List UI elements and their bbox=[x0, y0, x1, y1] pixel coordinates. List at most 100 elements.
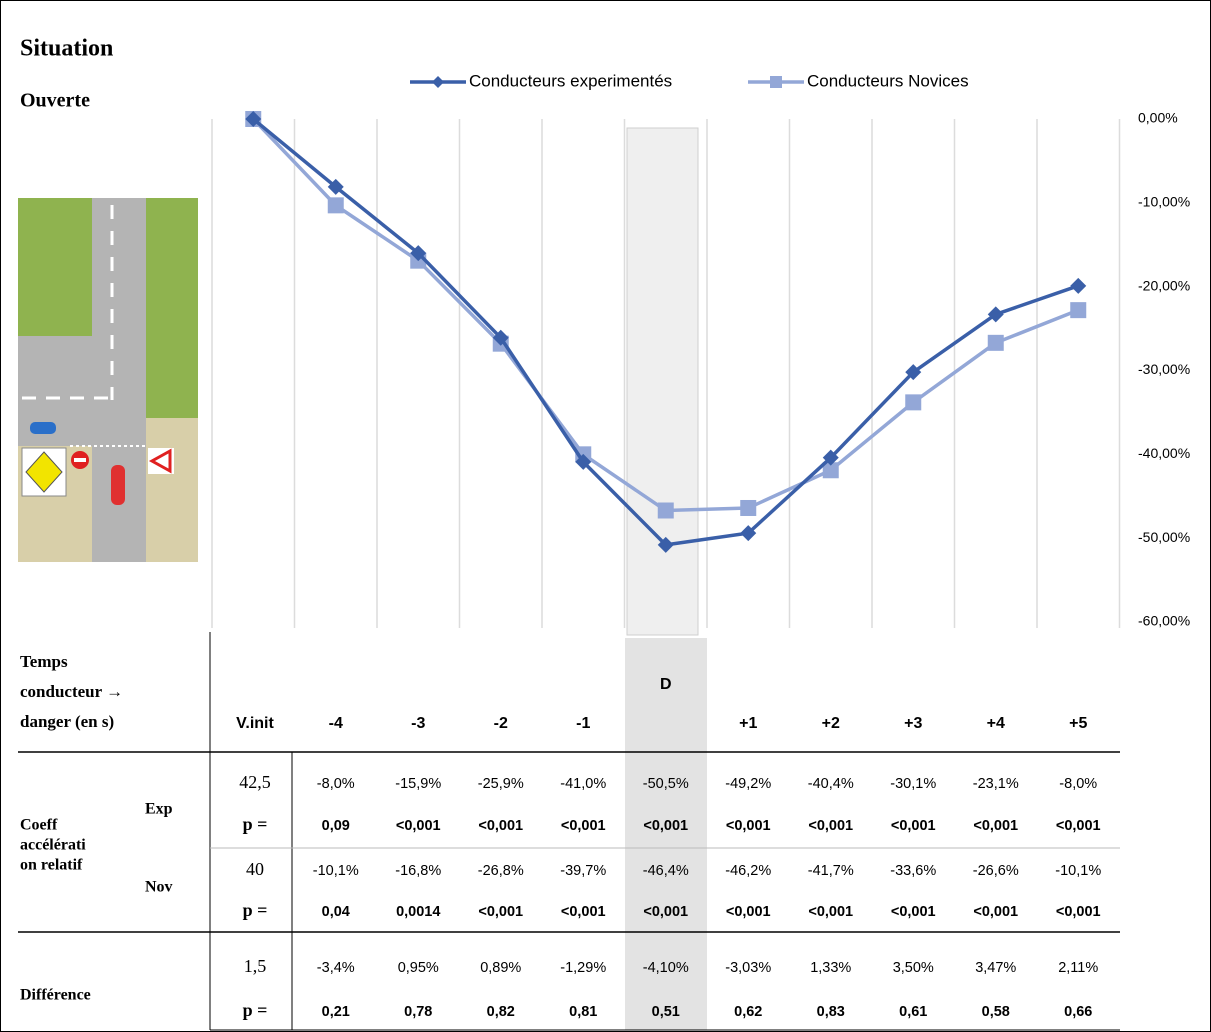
row-head-cell: p = bbox=[243, 814, 268, 834]
subgroup-label: Exp bbox=[145, 801, 173, 818]
table-cell: <0,001 bbox=[808, 904, 853, 920]
car bbox=[30, 422, 56, 434]
table-cell: -49,2% bbox=[725, 776, 771, 792]
marker bbox=[905, 364, 922, 381]
grass bbox=[18, 198, 92, 336]
group-label: Coeff bbox=[20, 817, 58, 834]
table-cell: 0,81 bbox=[569, 1004, 597, 1020]
table-cell: -46,4% bbox=[643, 863, 689, 879]
situation-title: Situation bbox=[20, 36, 113, 62]
table-cell: 0,83 bbox=[817, 1004, 845, 1020]
marker bbox=[1070, 277, 1087, 294]
table-cell: -4,10% bbox=[643, 960, 689, 976]
column-header: -2 bbox=[494, 715, 508, 732]
table-cell: -8,0% bbox=[1059, 776, 1097, 792]
table-cell: <0,001 bbox=[396, 818, 441, 834]
table-cell: -10,1% bbox=[313, 863, 359, 879]
group-label: on relatif bbox=[20, 857, 83, 874]
table-cell: 0,78 bbox=[404, 1004, 432, 1020]
column-header: +1 bbox=[739, 715, 757, 732]
y-tick-label: -40,00% bbox=[1138, 445, 1190, 461]
table-cell: -1,29% bbox=[560, 960, 606, 976]
table-cell: -25,9% bbox=[478, 776, 524, 792]
table-cell: 0,09 bbox=[322, 818, 350, 834]
sign bbox=[148, 448, 172, 474]
table-cell: -23,1% bbox=[973, 776, 1019, 792]
column-header: +5 bbox=[1069, 715, 1087, 732]
column-header: D bbox=[660, 676, 672, 693]
table-cell: <0,001 bbox=[891, 818, 936, 834]
table-cell: -26,6% bbox=[973, 863, 1019, 879]
table-cell: 0,51 bbox=[652, 1004, 680, 1020]
highlight-column bbox=[626, 127, 699, 636]
y-tick-label: -50,00% bbox=[1138, 529, 1190, 545]
y-tick-label: 0,00% bbox=[1138, 110, 1178, 126]
table-cell: <0,001 bbox=[726, 904, 771, 920]
marker bbox=[245, 111, 262, 127]
table-cell: <0,001 bbox=[561, 904, 606, 920]
marker bbox=[657, 502, 674, 519]
road-illustration bbox=[18, 198, 198, 562]
marker bbox=[492, 329, 509, 346]
row-head-cell: 42,5 bbox=[239, 772, 271, 792]
table-cell: -10,1% bbox=[1055, 863, 1101, 879]
table-cell: 0,04 bbox=[322, 904, 350, 920]
table-cell: <0,001 bbox=[478, 818, 523, 834]
table-cell: -16,8% bbox=[395, 863, 441, 879]
row-head-cell: 40 bbox=[246, 859, 264, 879]
table-cell: <0,001 bbox=[643, 818, 688, 834]
table-cell: <0,001 bbox=[643, 904, 688, 920]
table-cell: <0,001 bbox=[478, 904, 523, 920]
table-cell: -15,9% bbox=[395, 776, 441, 792]
table-cell: 0,66 bbox=[1064, 1004, 1092, 1020]
table-cell: <0,001 bbox=[561, 818, 606, 834]
table-cell: 0,89% bbox=[480, 960, 521, 976]
marker bbox=[987, 334, 1004, 351]
table-cell: -40,4% bbox=[808, 776, 854, 792]
marker bbox=[822, 462, 839, 479]
situation-subtitle: Ouverte bbox=[20, 90, 90, 112]
legend-label: Conducteurs experimentés bbox=[469, 71, 672, 90]
corner-label: conducteur → bbox=[20, 682, 123, 701]
highlight-column bbox=[625, 638, 707, 1030]
legend-marker bbox=[432, 76, 444, 88]
table-cell: -33,6% bbox=[890, 863, 936, 879]
table-cell: -41,7% bbox=[808, 863, 854, 879]
table-cell: 0,61 bbox=[899, 1004, 927, 1020]
sign bbox=[74, 458, 86, 462]
table-cell: -50,5% bbox=[643, 776, 689, 792]
table-cell: 2,11% bbox=[1058, 960, 1098, 976]
table-cell: -46,2% bbox=[725, 863, 771, 879]
table-cell: 0,82 bbox=[487, 1004, 515, 1020]
group-label: Différence bbox=[20, 987, 91, 1004]
marker bbox=[327, 197, 344, 214]
table-cell: -26,8% bbox=[478, 863, 524, 879]
sign bbox=[25, 451, 63, 493]
table-cell: 1,33% bbox=[810, 960, 851, 976]
table-cell: -3,4% bbox=[317, 960, 355, 976]
marker bbox=[410, 245, 427, 262]
table-cell: <0,001 bbox=[973, 904, 1018, 920]
y-tick-label: -60,00% bbox=[1138, 613, 1190, 629]
y-tick-label: -10,00% bbox=[1138, 194, 1190, 210]
row-head-cell: 1,5 bbox=[244, 956, 267, 976]
car bbox=[111, 465, 125, 505]
corner-label: Temps bbox=[20, 652, 68, 671]
column-header: -1 bbox=[576, 715, 590, 732]
marker bbox=[740, 499, 757, 516]
table-cell: -30,1% bbox=[890, 776, 936, 792]
marker bbox=[987, 306, 1004, 323]
table-cell: 0,95% bbox=[398, 960, 439, 976]
row-head-cell: p = bbox=[243, 1000, 268, 1020]
y-tick-label: -30,00% bbox=[1138, 361, 1190, 377]
table-cell: 0,62 bbox=[734, 1004, 762, 1020]
subgroup-label: Nov bbox=[145, 879, 173, 896]
legend-label: Conducteurs Novices bbox=[807, 71, 969, 90]
table-cell: -3,03% bbox=[725, 960, 771, 976]
legend-marker bbox=[770, 76, 782, 88]
corner-label: danger (en s) bbox=[20, 712, 114, 731]
column-header: +2 bbox=[822, 715, 840, 732]
